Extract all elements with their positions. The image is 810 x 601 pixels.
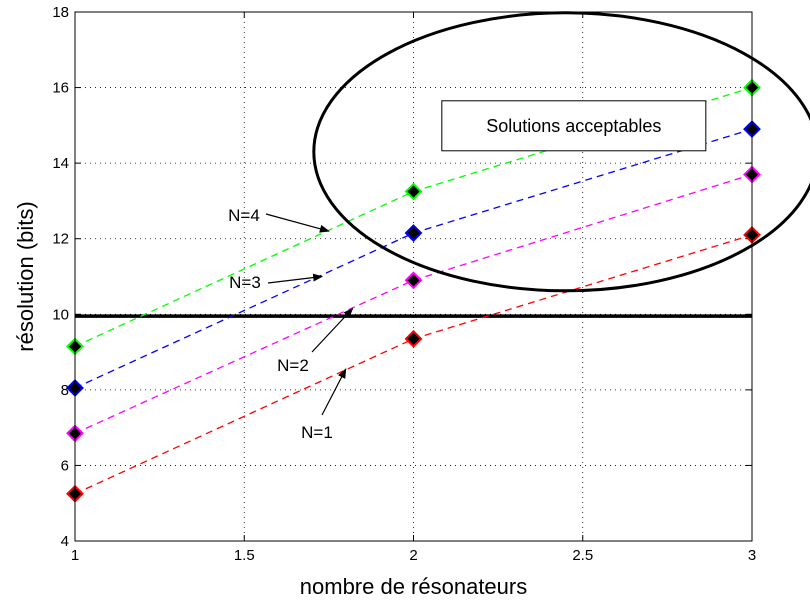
data-point — [404, 329, 423, 348]
x-tick-label: 2 — [409, 547, 417, 564]
annotation-arrow — [321, 368, 347, 416]
y-tick-label: 16 — [52, 80, 69, 97]
x-axis-title: nombre de résonateurs — [300, 574, 527, 599]
x-tick-label: 3 — [748, 547, 756, 564]
data-point — [404, 182, 423, 201]
annotation-label: N=4 — [228, 206, 260, 225]
annotation-arrow — [267, 273, 324, 284]
annotation-label: N=1 — [301, 423, 333, 442]
y-tick-label: 14 — [52, 155, 69, 172]
annotation-label: N=2 — [277, 356, 309, 375]
y-tick-label: 18 — [52, 4, 69, 21]
grid — [75, 12, 752, 541]
y-tick-label: 4 — [61, 533, 69, 550]
annotations: N=1 N=2 N=3 N=4 — [228, 206, 354, 442]
axis-labels: 1 1.5 2 2.5 3 4 6 8 10 12 14 16 18 nombre de résonate… — [13, 4, 756, 599]
y-axis-title: résolution (bits) — [13, 201, 38, 351]
x-tick-label: 2.5 — [572, 547, 593, 564]
y-tick-label: 6 — [61, 457, 69, 474]
x-tick-label: 1 — [71, 547, 79, 564]
series-line — [74, 173, 753, 434]
plot-frame — [74, 11, 753, 542]
y-tick-label: 10 — [52, 306, 69, 323]
data-point — [404, 224, 423, 242]
annotation-arrow — [265, 213, 330, 233]
region-label-box — [441, 100, 707, 152]
x-tick-label: 1.5 — [234, 547, 255, 564]
series-group — [66, 78, 761, 503]
y-tick-label: 8 — [61, 382, 69, 399]
data-point — [404, 271, 423, 290]
region-label: Solutions acceptables — [486, 116, 661, 136]
region-ellipse — [312, 11, 810, 293]
annotation-arrow — [311, 307, 354, 353]
annotation-label: N=3 — [229, 273, 261, 292]
acceptable-region: Solutions acceptables — [312, 11, 810, 293]
y-tick-label: 12 — [52, 231, 69, 248]
